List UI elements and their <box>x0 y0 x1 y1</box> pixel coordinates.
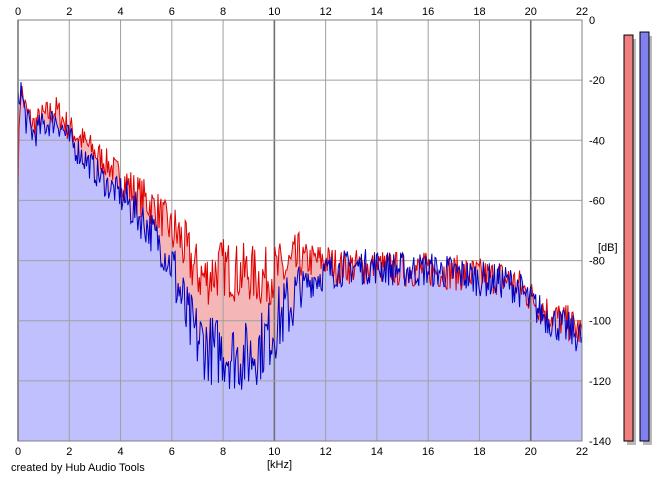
x-tick-label-top: 16 <box>422 6 434 18</box>
right-channel-fill <box>18 82 582 441</box>
y-tick-label: -40 <box>589 135 605 147</box>
x-tick-label-bottom: 14 <box>371 446 383 458</box>
x-tick-label-top: 6 <box>169 6 175 18</box>
y-tick-label: -140 <box>589 436 611 448</box>
x-tick-label-top: 14 <box>371 6 383 18</box>
axes: 00224466881010121214141616181820202222[k… <box>15 6 618 471</box>
y-tick-label: -120 <box>589 376 611 388</box>
level-meters <box>623 31 652 446</box>
y-axis-unit-label: [dB] <box>598 242 618 254</box>
x-tick-label-bottom: 16 <box>422 446 434 458</box>
y-tick-label: 0 <box>589 15 595 27</box>
spectrum-plot <box>17 19 583 442</box>
y-tick-label: -80 <box>589 256 605 268</box>
x-tick-label-bottom: 6 <box>169 446 175 458</box>
x-tick-label-bottom: 2 <box>66 446 72 458</box>
y-tick-label: -20 <box>589 75 605 87</box>
left-channel-line <box>17 86 583 343</box>
right-level-meter <box>639 31 650 442</box>
x-tick-label-bottom: 20 <box>525 446 537 458</box>
x-tick-label-top: 8 <box>220 6 226 18</box>
x-tick-label-top: 10 <box>268 6 280 18</box>
x-tick-label-top: 0 <box>15 6 21 18</box>
x-tick-label-top: 18 <box>473 6 485 18</box>
left-level-meter <box>623 34 634 442</box>
right-channel-line <box>17 82 583 390</box>
credit-text: created by Hub Audio Tools <box>11 462 145 474</box>
x-tick-label-bottom: 4 <box>117 446 123 458</box>
x-tick-label-top: 22 <box>576 6 588 18</box>
y-tick-label: -100 <box>589 316 611 328</box>
y-tick-label: -60 <box>589 195 605 207</box>
x-tick-label-top: 2 <box>66 6 72 18</box>
x-tick-label-bottom: 10 <box>268 446 280 458</box>
x-tick-label-top: 12 <box>320 6 332 18</box>
x-tick-label-bottom: 12 <box>320 446 332 458</box>
x-tick-label-bottom: 22 <box>576 446 588 458</box>
x-tick-label-top: 20 <box>525 6 537 18</box>
plot-frame <box>17 19 583 442</box>
x-tick-label-bottom: 18 <box>473 446 485 458</box>
x-tick-label-top: 4 <box>117 6 123 18</box>
x-tick-label-bottom: 0 <box>15 446 21 458</box>
x-tick-label-bottom: 8 <box>220 446 226 458</box>
x-axis-unit-label: [kHz] <box>267 459 292 471</box>
